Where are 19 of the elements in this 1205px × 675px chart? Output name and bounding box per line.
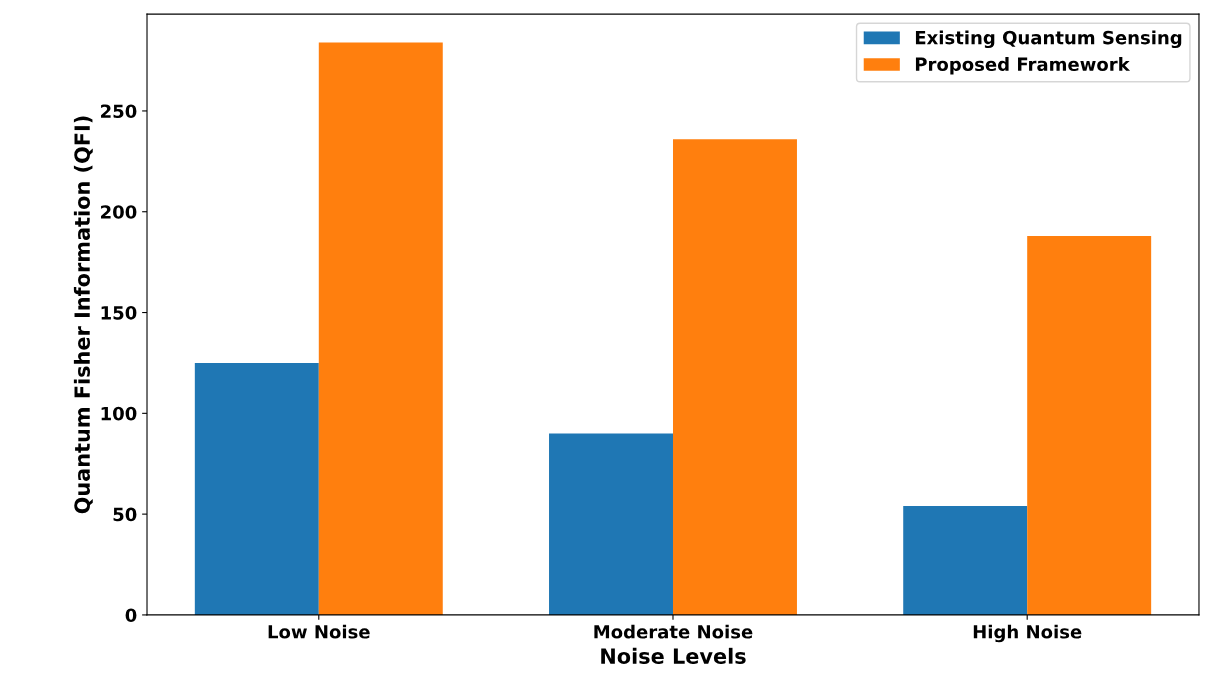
y-tick-label: 250 bbox=[101, 104, 137, 119]
legend-label: Proposed Framework bbox=[915, 57, 1131, 75]
bar bbox=[549, 433, 673, 615]
bar bbox=[1027, 235, 1152, 615]
y-tick-label: 0 bbox=[125, 608, 137, 623]
bar bbox=[194, 362, 319, 615]
legend-label: Existing Quantum Sensing bbox=[915, 30, 1182, 49]
x-tick-label: Low Noise bbox=[268, 624, 370, 639]
bar bbox=[903, 506, 1028, 615]
y-tick-label: 200 bbox=[101, 205, 137, 219]
bar bbox=[672, 139, 797, 615]
y-tick-label: 50 bbox=[113, 507, 137, 522]
x-axis-title: Noise Levels bbox=[601, 647, 746, 664]
y-tick-label: 100 bbox=[101, 406, 137, 421]
x-tick-label: Moderate Noise bbox=[594, 624, 753, 639]
y-axis-title: Quantum Fisher Information (QFI) bbox=[73, 116, 93, 514]
x-tick-label: High Noise bbox=[973, 624, 1082, 643]
bar bbox=[318, 42, 443, 615]
y-tick-label: 150 bbox=[101, 305, 137, 320]
